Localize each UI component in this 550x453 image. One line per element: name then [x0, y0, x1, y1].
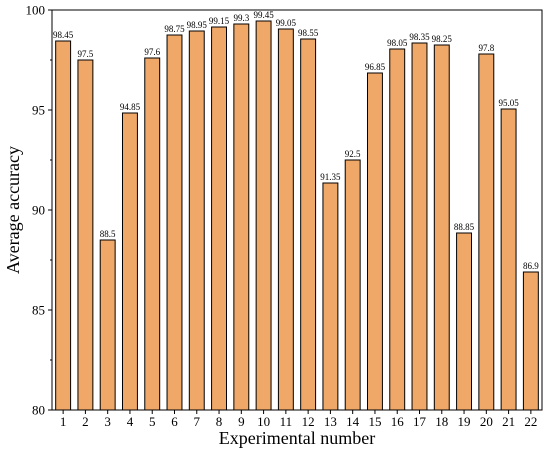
bar-9	[233, 23, 250, 411]
data-label-3: 88.5	[100, 229, 116, 239]
x-tick-label: 9	[238, 414, 245, 429]
x-tick-label: 7	[194, 414, 201, 429]
x-tick-label: 22	[524, 414, 537, 429]
x-tick-label: 21	[502, 414, 515, 429]
x-tick-label: 16	[391, 414, 405, 429]
x-tick-label: 2	[82, 414, 89, 429]
bar-21	[500, 108, 517, 411]
x-axis-ticks: 1 2 3 4 5 6 7 8 9 10 11 12 13 14 15 16 17 18 19 20 21 22	[60, 410, 537, 429]
x-tick-label: 4	[127, 414, 134, 429]
y-tick-label: 85	[32, 303, 45, 318]
data-label-1: 98.45	[53, 30, 74, 40]
y-tick-label: 90	[32, 203, 45, 218]
x-tick-label: 13	[324, 414, 337, 429]
bar-1	[55, 40, 72, 411]
data-label-17: 98.35	[409, 32, 430, 42]
data-label-9: 99.3	[233, 13, 249, 23]
data-label-15: 96.85	[365, 62, 386, 72]
bar-13	[322, 182, 339, 411]
x-tick-label: 19	[458, 414, 471, 429]
x-tick-label: 12	[302, 414, 315, 429]
data-label-21: 95.05	[498, 98, 519, 108]
x-tick-label: 5	[149, 414, 156, 429]
x-tick-label: 10	[257, 414, 270, 429]
bar-19	[456, 232, 473, 411]
data-label-2: 97.5	[78, 49, 94, 59]
bars-group	[55, 20, 539, 411]
data-label-12: 98.55	[298, 28, 319, 38]
x-tick-label: 8	[216, 414, 223, 429]
bar-15	[366, 72, 383, 411]
bar-4	[121, 112, 138, 411]
x-tick-label: 14	[346, 414, 360, 429]
data-label-16: 98.05	[387, 38, 408, 48]
bar-8	[211, 26, 228, 411]
bar-12	[300, 38, 317, 411]
data-label-18: 98.25	[432, 34, 453, 44]
x-tick-label: 17	[413, 414, 427, 429]
data-label-6: 98.75	[164, 24, 185, 34]
data-label-11: 99.05	[276, 18, 297, 28]
data-label-22: 86.9	[523, 261, 539, 271]
bar-6	[166, 34, 183, 411]
x-tick-label: 6	[171, 414, 178, 429]
data-label-8: 99.15	[209, 16, 230, 26]
y-axis-title: Average accuracy	[3, 146, 23, 274]
bar-16	[389, 48, 406, 411]
data-label-5: 97.6	[144, 47, 160, 57]
y-tick-label: 100	[26, 3, 46, 18]
y-tick-label: 80	[32, 403, 45, 418]
x-tick-label: 1	[60, 414, 67, 429]
data-label-14: 92.5	[345, 149, 361, 159]
x-tick-label: 20	[480, 414, 493, 429]
bar-10	[255, 20, 272, 411]
bar-22	[522, 271, 539, 411]
x-tick-label: 3	[104, 414, 111, 429]
data-label-10: 99.45	[253, 10, 274, 20]
bar-2	[77, 59, 94, 411]
bar-14	[344, 159, 361, 411]
data-label-20: 97.8	[478, 43, 494, 53]
bar-7	[188, 30, 205, 411]
data-label-13: 91.35	[320, 172, 341, 182]
y-axis-ticks: 80 85 90 95 100	[26, 3, 52, 418]
x-axis-title: Experimental number	[219, 428, 375, 448]
data-label-4: 94.85	[120, 102, 141, 112]
bar-3	[99, 239, 116, 411]
bar-5	[144, 57, 161, 411]
y-tick-label: 95	[32, 103, 45, 118]
bar-18	[433, 44, 450, 411]
data-label-19: 88.85	[454, 222, 475, 232]
x-tick-label: 18	[435, 414, 448, 429]
x-tick-label: 15	[368, 414, 381, 429]
bar-20	[478, 53, 495, 411]
x-tick-label: 11	[280, 414, 293, 429]
bar-17	[411, 42, 428, 411]
plot-frame	[51, 9, 543, 411]
bar-11	[277, 28, 294, 411]
data-label-7: 98.95	[187, 20, 208, 30]
